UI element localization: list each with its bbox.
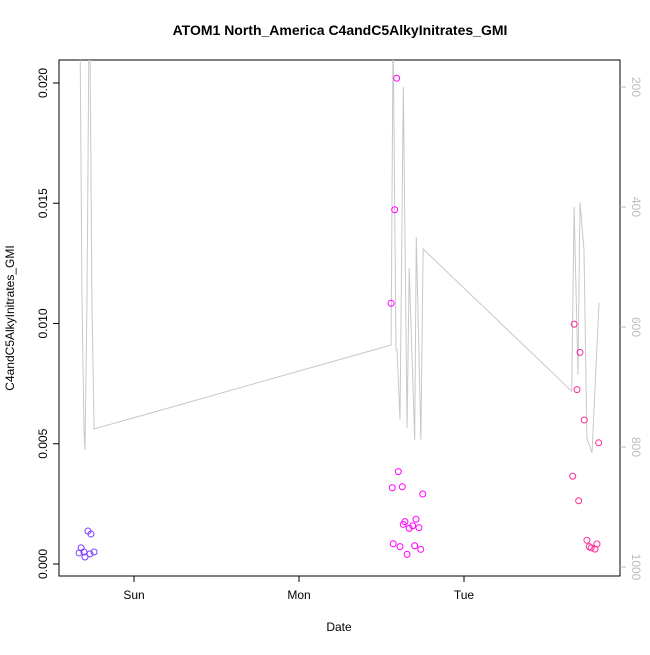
data-point-group1 [86,550,94,558]
y-tick-label: 0.000 [36,549,50,579]
data-point-group2 [396,543,404,551]
data-point-group2 [388,484,396,492]
data-point-group3 [569,472,577,480]
data-point-group3 [591,545,599,553]
data-point-group2 [389,540,397,548]
data-point-group1 [90,548,98,556]
y-tick-label: 0.010 [36,308,50,338]
y-tick-label: 0.005 [36,428,50,458]
data-point-group3 [580,416,588,424]
data-point-group2 [394,468,402,476]
y2-tick-label: 800 [629,437,643,457]
data-point-group3 [587,544,595,552]
data-point-group2 [403,550,411,558]
data-point-group3 [570,320,578,328]
data-point-group3 [583,536,591,544]
data-point-group3 [573,386,581,394]
y2-tick-label: 400 [629,197,643,217]
data-point-group2 [398,483,406,491]
data-point-group1 [77,544,85,552]
data-point-group1 [80,548,88,556]
data-point-group2 [412,515,420,523]
data-point-group3 [595,439,603,447]
x-tick-label: Mon [287,588,310,602]
data-point-group2 [419,490,427,498]
data-point-group2 [409,522,417,530]
y-tick-label: 0.020 [36,68,50,98]
x-tick-label: Tue [454,588,475,602]
pressure-line [79,60,600,454]
data-point-group2 [411,542,419,550]
data-point-group1 [81,553,89,561]
data-point-group2 [387,299,395,307]
plot-frame [58,59,621,577]
y2-tick-label: 1000 [629,554,643,581]
data-point-group2 [417,545,425,553]
data-point-group3 [575,497,583,505]
data-point-group2 [399,520,407,528]
data-point-group1 [87,530,95,538]
y-tick-label: 0.015 [36,188,50,218]
chart-title: ATOM1 North_America C4andC5AlkyInitrates… [173,22,508,38]
data-point-group3 [576,348,584,356]
data-point-group2 [393,74,401,82]
x-axis-label: Date [326,620,352,634]
y2-tick-label: 600 [629,317,643,337]
y-axis-label: C4andC5AlkyInitrates_GMI [3,245,17,390]
y2-tick-label: 200 [629,77,643,97]
data-point-group2 [391,206,399,214]
x-tick-label: Sun [123,588,144,602]
data-point-group2 [415,524,423,532]
